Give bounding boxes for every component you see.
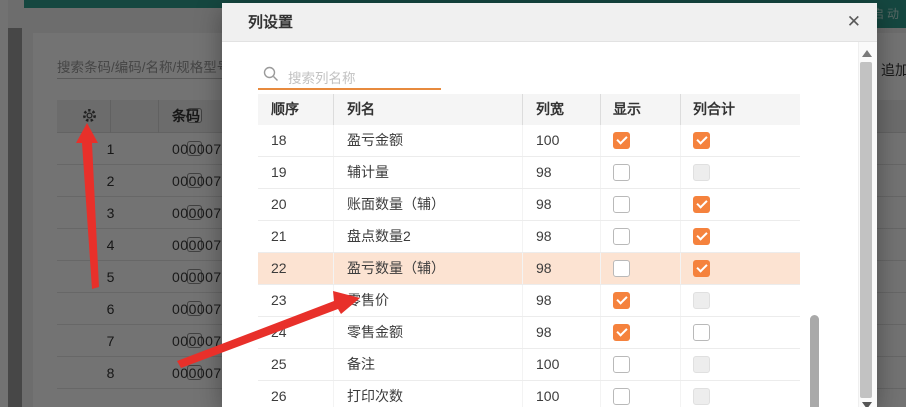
column-name-cell: 盈亏数量（辅）	[333, 253, 522, 284]
column-width-cell: 98	[522, 285, 600, 316]
order-cell: 21	[271, 228, 287, 244]
column-settings-table: 顺序 列名 列宽 显示 列合计 18 盈亏金额 100 19 辅计量 98	[258, 94, 800, 407]
order-cell: 23	[271, 292, 287, 308]
column-name-cell: 盘点数量2	[333, 221, 522, 252]
table-scrollbar-thumb[interactable]	[810, 315, 819, 407]
search-icon	[263, 66, 279, 87]
column-name-cell: 备注	[333, 349, 522, 380]
column-settings-dialog: 列设置 ✕ 搜索列名称 顺序 列名 列宽 显示 列合计 18 盈亏金额 100	[222, 3, 877, 407]
order-cell: 24	[271, 324, 287, 340]
column-width-cell: 98	[522, 221, 600, 252]
total-checkbox[interactable]	[693, 228, 710, 245]
column-setting-row[interactable]: 19 辅计量 98	[258, 157, 800, 189]
column-setting-row[interactable]: 23 零售价 98	[258, 285, 800, 317]
total-checkbox[interactable]	[693, 164, 710, 181]
show-checkbox[interactable]	[613, 388, 630, 405]
scroll-up-arrow-icon[interactable]	[862, 50, 872, 57]
order-header: 顺序	[271, 101, 299, 117]
column-width-cell: 100	[522, 381, 600, 407]
column-setting-row[interactable]: 25 备注 100	[258, 349, 800, 381]
width-header: 列宽	[522, 94, 600, 125]
column-width-cell: 98	[522, 317, 600, 348]
column-width-cell: 100	[522, 125, 600, 156]
column-name-cell: 辅计量	[333, 157, 522, 188]
column-name-cell: 零售价	[333, 285, 522, 316]
column-name-cell: 账面数量（辅）	[333, 189, 522, 220]
order-cell: 26	[271, 388, 287, 404]
total-checkbox[interactable]	[693, 260, 710, 277]
order-cell: 19	[271, 164, 287, 180]
column-settings-table-header: 顺序 列名 列宽 显示 列合计	[258, 94, 800, 125]
show-header: 显示	[600, 94, 680, 125]
show-checkbox[interactable]	[613, 228, 630, 245]
dialog-scrollbar-thumb[interactable]	[860, 62, 872, 398]
column-setting-row[interactable]: 24 零售金额 98	[258, 317, 800, 349]
show-checkbox[interactable]	[613, 356, 630, 373]
column-width-cell: 98	[522, 157, 600, 188]
column-setting-row[interactable]: 18 盈亏金额 100	[258, 125, 800, 157]
order-cell: 22	[271, 260, 287, 276]
order-cell: 25	[271, 356, 287, 372]
total-checkbox[interactable]	[693, 356, 710, 373]
order-cell: 18	[271, 132, 287, 148]
total-checkbox[interactable]	[693, 324, 710, 341]
show-checkbox[interactable]	[613, 260, 630, 277]
column-name-cell: 零售金额	[333, 317, 522, 348]
show-checkbox[interactable]	[613, 132, 630, 149]
order-cell: 20	[271, 196, 287, 212]
column-search-input[interactable]: 搜索列名称	[288, 71, 356, 86]
column-width-cell: 98	[522, 253, 600, 284]
column-width-cell: 100	[522, 349, 600, 380]
show-checkbox[interactable]	[613, 292, 630, 309]
search-underline	[258, 88, 441, 90]
show-checkbox[interactable]	[613, 164, 630, 181]
total-checkbox[interactable]	[693, 292, 710, 309]
column-setting-row[interactable]: 20 账面数量（辅） 98	[258, 189, 800, 221]
column-name-cell: 打印次数	[333, 381, 522, 407]
total-checkbox[interactable]	[693, 132, 710, 149]
column-setting-row[interactable]: 21 盘点数量2 98	[258, 221, 800, 253]
column-setting-row-highlighted[interactable]: 22 盈亏数量（辅） 98	[258, 253, 800, 285]
show-checkbox[interactable]	[613, 196, 630, 213]
total-checkbox[interactable]	[693, 196, 710, 213]
close-icon[interactable]: ✕	[846, 12, 861, 31]
total-checkbox[interactable]	[693, 388, 710, 405]
dialog-header: 列设置 ✕	[222, 3, 877, 42]
column-name-cell: 盈亏金额	[333, 125, 522, 156]
dialog-title: 列设置	[248, 14, 294, 31]
column-setting-row[interactable]: 26 打印次数 100	[258, 381, 800, 407]
total-header: 列合计	[680, 94, 800, 125]
scroll-down-arrow-icon[interactable]	[862, 402, 872, 407]
name-header: 列名	[333, 94, 522, 125]
show-checkbox[interactable]	[613, 324, 630, 341]
column-width-cell: 98	[522, 189, 600, 220]
